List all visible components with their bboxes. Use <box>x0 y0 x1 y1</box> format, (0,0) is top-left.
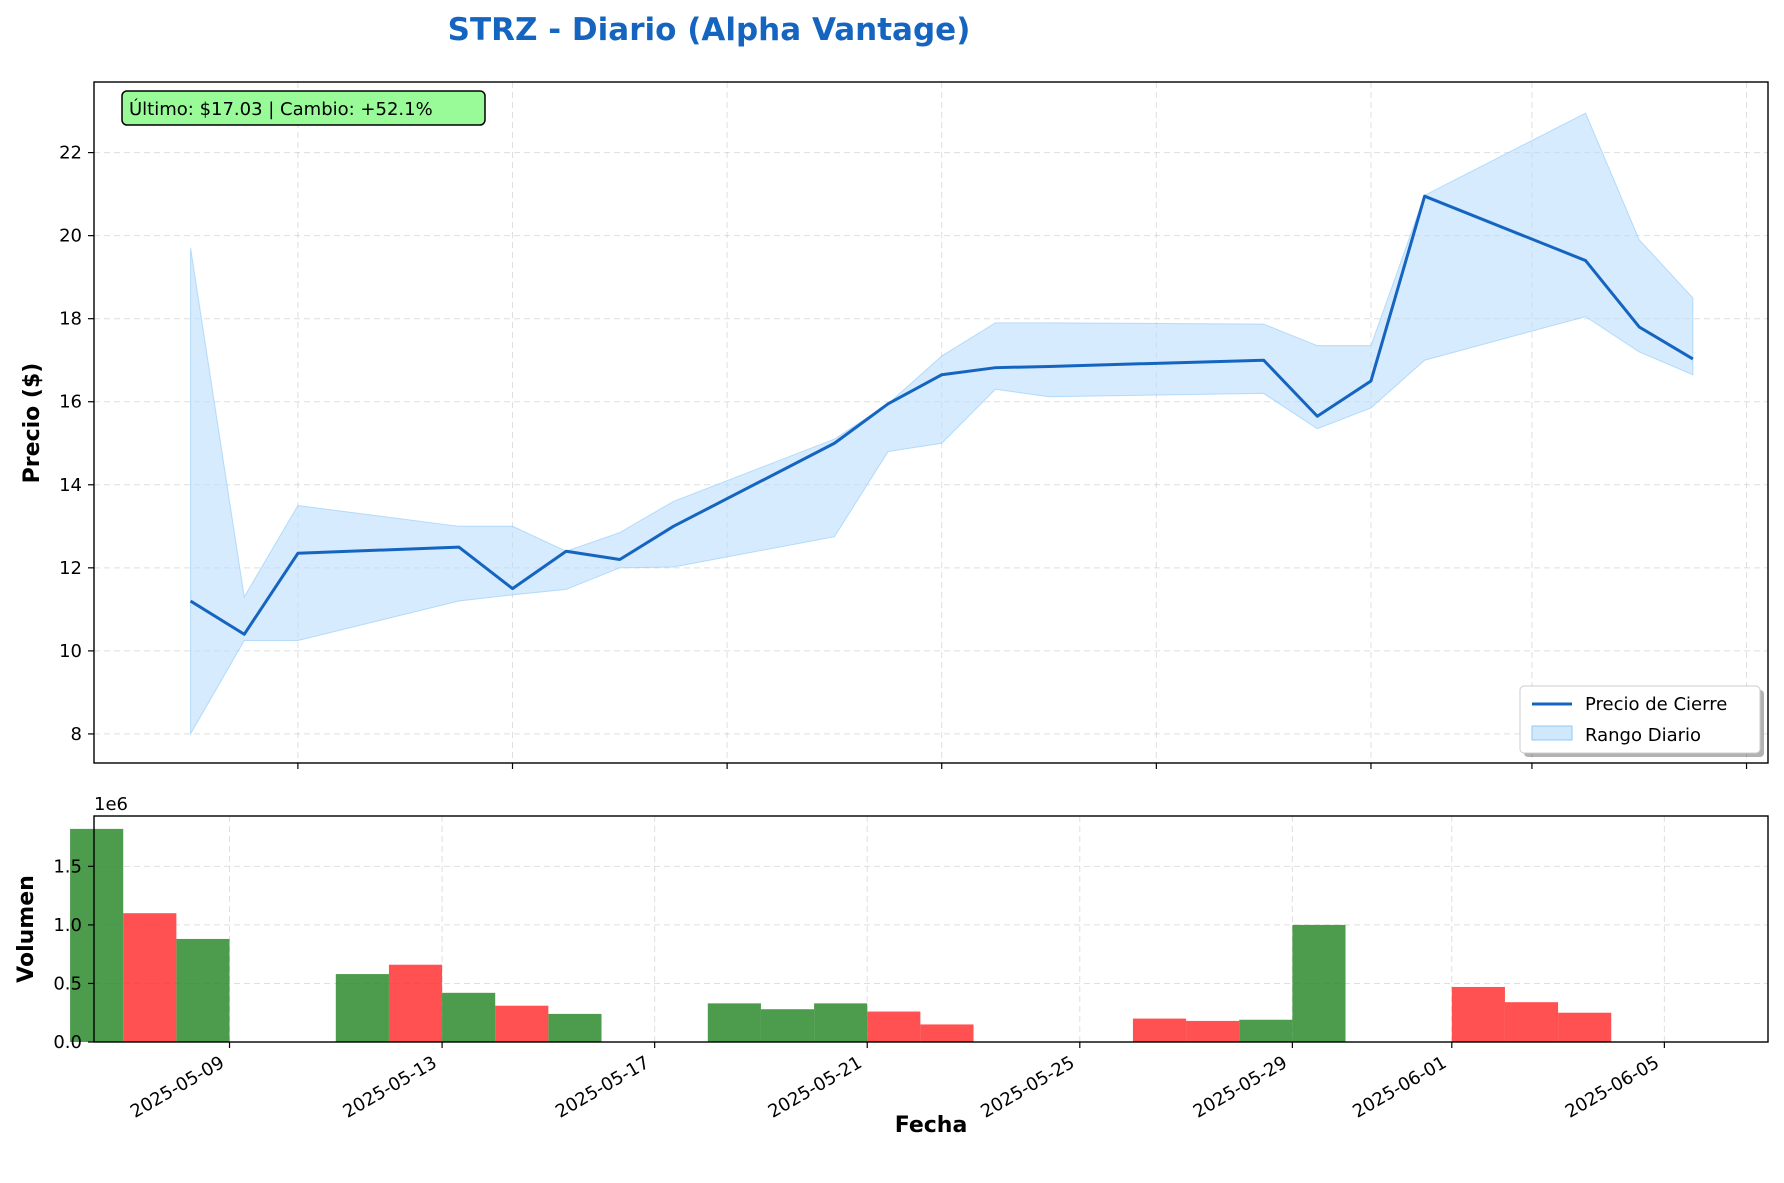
price-y-tick-label: 8 <box>71 724 82 745</box>
volume-panel: 0.00.51.01.5 2025-05-09 2025-05-13 2025-05… <box>14 794 1769 1138</box>
x-axis-label: Fecha <box>895 1113 968 1138</box>
volume-y-tick-label: 1.0 <box>53 915 82 936</box>
x-tick-label: 2025-06-01 <box>1349 1052 1450 1122</box>
volume-bar <box>1132 1018 1187 1042</box>
summary-annotation-text: Último: $17.03 | Cambio: +52.1% <box>129 98 433 120</box>
volume-bar <box>707 1003 761 1042</box>
volume-offset-label: 1e6 <box>94 794 128 815</box>
volume-x-ticks: 2025-05-09 2025-05-13 2025-05-17 2025-05-21… <box>127 1042 1665 1123</box>
price-y-tick-label: 18 <box>59 309 82 330</box>
volume-bar <box>1292 924 1346 1042</box>
volume-bar <box>760 1009 815 1042</box>
legend-range-swatch <box>1531 725 1573 741</box>
volume-bar <box>70 828 124 1042</box>
price-y-tick-label: 16 <box>59 392 82 413</box>
price-panel: 8 10 12 14 16 18 20 22 Precio ($) Último: $17.0… <box>20 81 1769 769</box>
chart-title: STRZ - Diario (Alpha Vantage) <box>448 12 971 48</box>
volume-bar <box>176 938 230 1042</box>
x-tick-label: 2025-05-29 <box>1190 1052 1291 1122</box>
legend-close-label: Precio de Cierre <box>1585 694 1727 715</box>
legend-box <box>1519 685 1761 754</box>
volume-axes-frame <box>93 815 1769 1043</box>
volume-y-tick-label: 1.5 <box>53 856 82 877</box>
x-tick-label: 2025-05-25 <box>977 1052 1078 1122</box>
volume-bar <box>495 1005 549 1042</box>
volume-y-tick-label: 0.5 <box>53 973 82 994</box>
volume-y-tick-label: 0.0 <box>53 1032 82 1053</box>
price-y-tick-label: 20 <box>59 226 82 247</box>
price-x-ticks <box>297 763 1748 769</box>
volume-y-label: Volumen <box>14 875 39 983</box>
x-tick-label: 2025-05-17 <box>552 1052 653 1122</box>
price-y-ticks: 8 10 12 14 16 18 20 22 <box>59 143 94 745</box>
price-y-tick-label: 22 <box>59 143 82 164</box>
volume-bar <box>548 1013 602 1042</box>
price-legend: Precio de Cierre Rango Diario <box>1519 685 1764 757</box>
summary-annotation-box <box>121 90 486 126</box>
volume-bar <box>867 1011 921 1042</box>
x-tick-label: 2025-05-09 <box>127 1052 228 1122</box>
close-price-line <box>189 194 1694 636</box>
volume-bar <box>920 1024 974 1042</box>
price-y-tick-label: 14 <box>59 475 82 496</box>
volume-bar <box>814 1003 868 1042</box>
daily-range-area <box>190 112 1694 736</box>
x-tick-label: 2025-05-21 <box>765 1052 866 1122</box>
summary-annotation: Último: $17.03 | Cambio: +52.1% <box>121 90 486 126</box>
volume-bar <box>335 974 389 1042</box>
volume-bars <box>70 828 1612 1042</box>
price-y-label: Precio ($) <box>20 363 45 484</box>
volume-bar <box>1558 1012 1612 1042</box>
volume-bar <box>388 964 443 1042</box>
volume-y-ticks: 0.0 0.5 1.0 1.5 <box>53 856 94 1053</box>
price-y-tick-label: 10 <box>59 641 82 662</box>
x-tick-label: 2025-06-05 <box>1562 1052 1663 1122</box>
volume-bar <box>442 992 496 1042</box>
price-axes-frame <box>93 81 1769 764</box>
volume-bar <box>1504 1002 1559 1042</box>
volume-bar <box>123 913 177 1042</box>
volume-bar <box>1451 986 1505 1042</box>
legend-range-label: Rango Diario <box>1585 725 1701 746</box>
volume-bar <box>1186 1020 1240 1042</box>
x-tick-label: 2025-05-13 <box>339 1052 440 1122</box>
price-y-tick-label: 12 <box>59 558 82 579</box>
volume-bar <box>1239 1019 1293 1042</box>
